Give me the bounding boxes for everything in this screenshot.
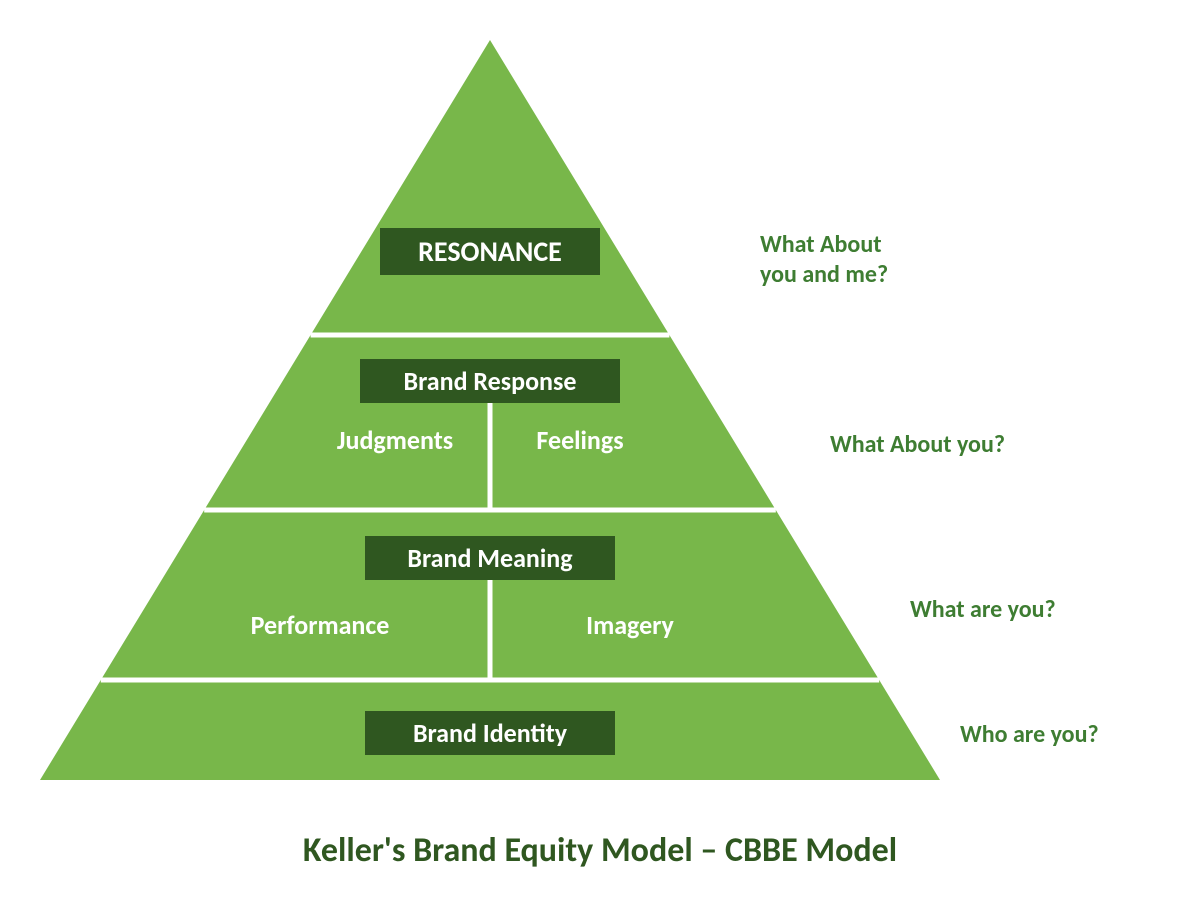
diagram-stage: RESONANCE What Aboutyou and me? Brand Re…: [0, 0, 1200, 900]
tier-meaning-right: Imagery: [586, 609, 674, 641]
tier-identity-question: Who are you?: [960, 720, 1099, 750]
tier-meaning-question: What are you?: [910, 595, 1056, 625]
diagram-caption: Keller's Brand Equity Model – CBBE Model: [0, 830, 1200, 871]
tier-response-right: Feelings: [536, 424, 623, 456]
tier-identity-box: Brand Identity: [365, 711, 615, 755]
tier-meaning-left: Performance: [251, 609, 390, 641]
tier-response-box: Brand Response: [360, 359, 620, 403]
tier-resonance-question: What Aboutyou and me?: [760, 230, 888, 290]
tier-response-left: Judgments: [337, 424, 453, 456]
tier-response-question: What About you?: [830, 430, 1005, 460]
tier-resonance-box: RESONANCE: [380, 228, 600, 275]
tier-meaning-box: Brand Meaning: [365, 536, 615, 580]
